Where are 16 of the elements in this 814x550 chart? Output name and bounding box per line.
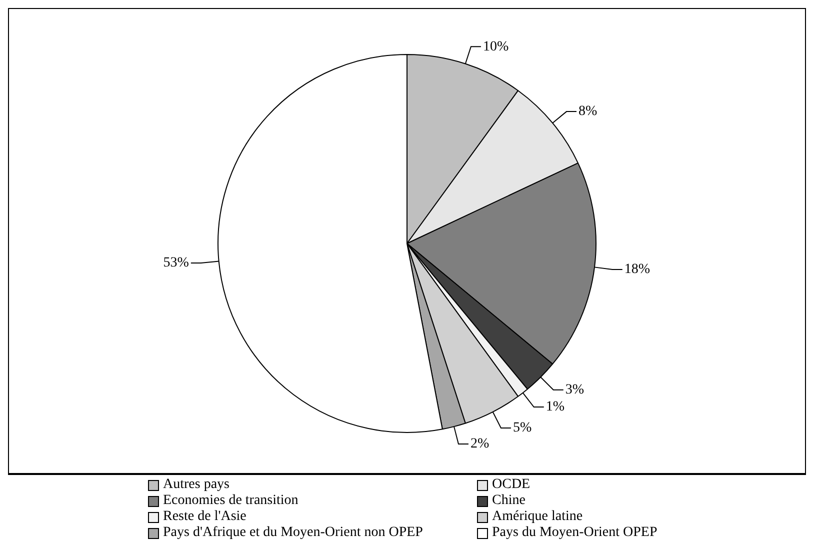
data-label: 18% <box>624 262 650 278</box>
data-label: 3% <box>565 382 584 398</box>
data-label: 53% <box>163 256 190 271</box>
data-label: 1% <box>546 400 565 415</box>
legend-label: Pays du Moyen-Orient OPEP <box>492 525 658 541</box>
legend-label: Pays d'Afrique et du Moyen-Orient non OPEP <box>163 525 423 541</box>
legend-label: OCDE <box>492 477 530 493</box>
legend-label: Reste de l'Asie <box>163 509 246 525</box>
legend-label: Chine <box>492 493 526 509</box>
data-label: 8% <box>578 104 598 120</box>
legend-label: Autres pays <box>163 477 230 493</box>
data-label: 2% <box>470 436 490 452</box>
legend-label: Economies de transition <box>163 493 298 509</box>
legend-label: Amérique latine <box>492 509 583 525</box>
data-label: 5% <box>512 420 532 436</box>
data-label: 10% <box>482 39 509 54</box>
